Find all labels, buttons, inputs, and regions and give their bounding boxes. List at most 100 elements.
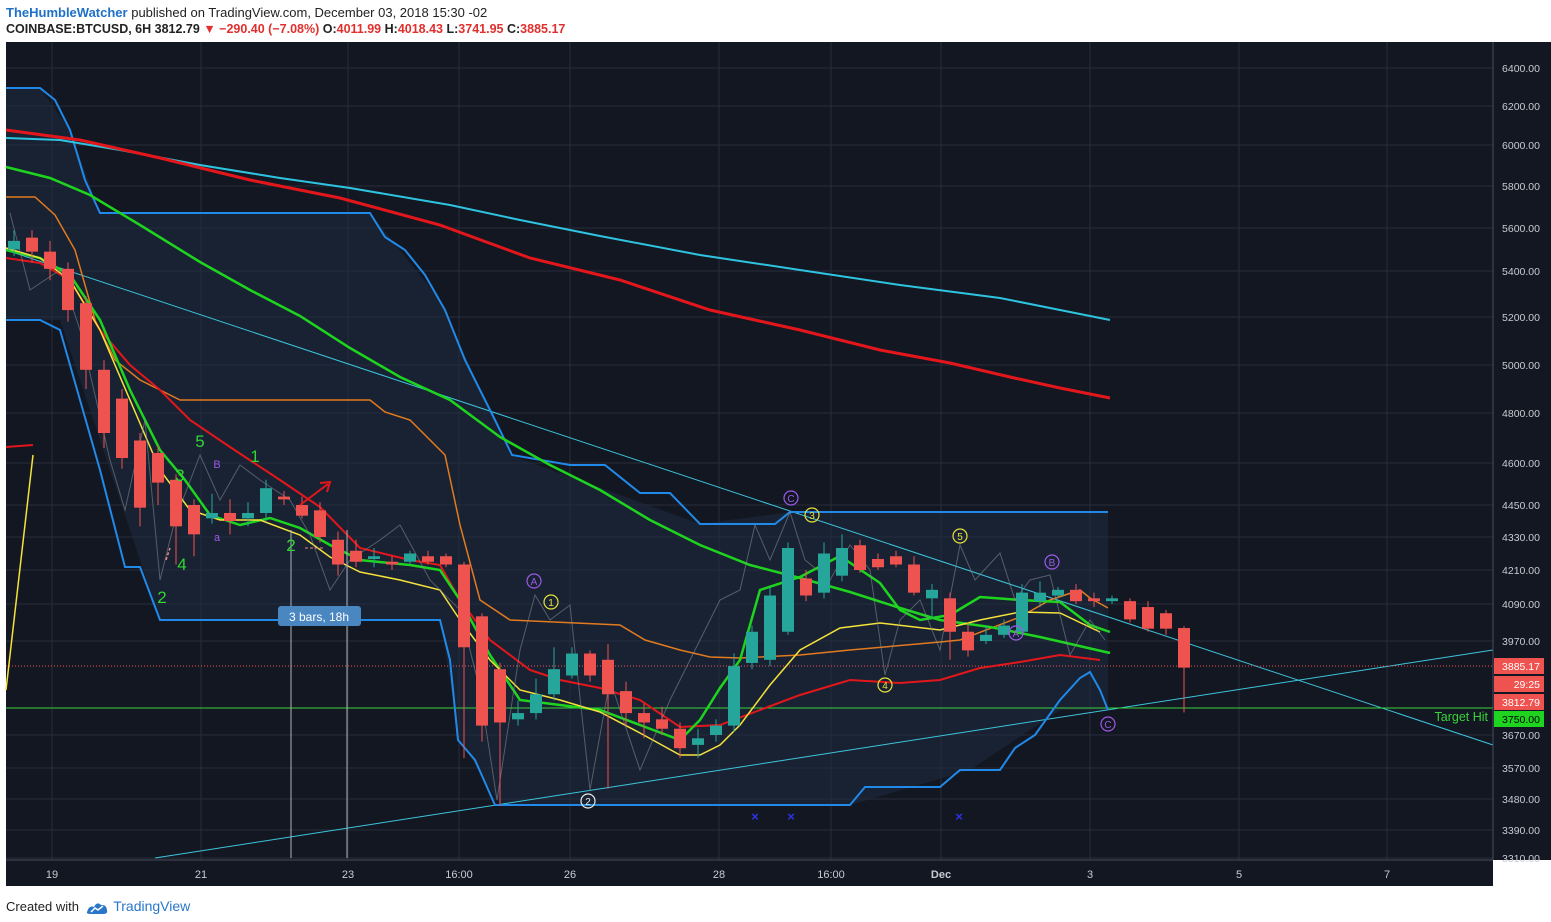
chart-header: TheHumbleWatcher published on TradingVie… (0, 0, 1551, 42)
wave-circle-C: C (787, 494, 794, 505)
time-tick-1: 21 (195, 869, 207, 881)
price-axis-ticks: 6400.00 6200.00 6000.00 5800.00 5600.00 5400.… (1502, 63, 1540, 865)
candle-32 (584, 650, 596, 682)
candle-26 (476, 613, 488, 742)
red-arrow-shaft (299, 483, 329, 506)
candle-62 (1124, 598, 1136, 623)
candle-23 (422, 550, 434, 565)
ema-red-left (5, 444, 34, 448)
candle-19 (350, 539, 362, 568)
price-tick-5: 5400.00 (1502, 266, 1540, 278)
candle-16 (296, 496, 308, 519)
wave-circle-5: 5 (957, 532, 963, 543)
low-label: L: (446, 22, 459, 36)
price-change: −290.40 (−7.08%) (219, 22, 320, 36)
wave-label-2b: 2 (286, 536, 295, 555)
ema-red-long (5, 128, 1111, 400)
candle-56 (1016, 584, 1028, 635)
candle-53 (962, 622, 974, 657)
candle-45 (818, 542, 830, 599)
time-tick-3: 16:00 (445, 869, 473, 881)
price-tick-14: 3970.00 (1502, 636, 1540, 648)
time-axis-ticks: 19 21 23 16:00 26 28 16:00 Dec 3 5 7 (46, 869, 1390, 881)
wave-circle-3-ring (804, 507, 820, 523)
tradingview-brand[interactable]: TradingView (113, 898, 191, 914)
candle-52 (944, 592, 956, 660)
price-label-bg-1 (1494, 676, 1544, 692)
candle-27 (494, 662, 506, 806)
candle-24 (440, 553, 452, 568)
candle-11 (206, 493, 218, 524)
ohlc-line: COINBASE:BTCUSD, 6H 3812.79 ▼ −290.40 (−… (6, 22, 565, 36)
close-label: C: (506, 22, 521, 36)
candle-7 (134, 433, 146, 527)
wave-label-1: 1 (250, 447, 259, 466)
publish-info: published on TradingView.com, December 0… (131, 5, 488, 20)
wave-circle-2: 2 (585, 797, 591, 808)
dashed-marker-2 (165, 547, 171, 561)
band-fill (6, 88, 1108, 805)
candle-34 (620, 681, 632, 726)
price-label-1: 29:25 (1514, 679, 1540, 691)
wave-label-B: B (213, 459, 220, 471)
candle-33 (602, 644, 614, 789)
price-label-bg-2 (1494, 694, 1544, 710)
candle-18 (332, 531, 344, 576)
high-value: 4018.43 (397, 22, 443, 36)
close-value: 3885.17 (520, 22, 566, 36)
wave-circle-4-ring (877, 677, 893, 693)
candle-4 (80, 296, 92, 389)
wave-zigzag (9, 212, 1106, 801)
candle-37 (674, 722, 686, 759)
price-tick-19: 3310.00 (1502, 853, 1540, 865)
created-with-text: Created with (6, 899, 79, 914)
measure-label-bg (278, 606, 361, 626)
candle-58 (1052, 587, 1064, 599)
candle-6 (116, 389, 128, 469)
candle-40 (728, 653, 740, 732)
time-tick-10: 7 (1384, 869, 1390, 881)
wave-label-4: 4 (177, 555, 186, 574)
candle-9 (170, 474, 182, 565)
candle-43 (782, 542, 794, 635)
down-arrow-icon: ▼ (203, 22, 216, 36)
target-hit-label: Target Hit (1435, 710, 1489, 724)
ema-green-long (5, 165, 1111, 655)
wave-label-2: 2 (157, 588, 166, 607)
ema-green-short (5, 248, 1111, 742)
candle-48 (872, 553, 884, 570)
author-name[interactable]: TheHumbleWatcher (6, 5, 128, 20)
wave-circle-1: 1 (548, 598, 554, 609)
tradingview-logo-icon (86, 902, 107, 914)
candle-42 (764, 587, 776, 667)
time-axis[interactable] (6, 860, 1493, 886)
indicator-overlays (5, 87, 1494, 859)
price-tick-10: 4450.00 (1502, 500, 1540, 512)
measure-label: 3 bars, 18h (289, 610, 349, 624)
candle-44 (800, 570, 812, 602)
high-label: H: (384, 22, 398, 36)
wave-label-5: 5 (195, 432, 204, 451)
wave-circle-1-ring (543, 594, 559, 610)
candle-5 (98, 360, 110, 448)
price-tick-17: 3480.00 (1502, 794, 1540, 806)
candle-25 (458, 561, 470, 759)
time-tick-2: 23 (342, 869, 354, 881)
candle-38 (692, 728, 704, 759)
price-label-2: 3812.79 (1502, 697, 1540, 709)
price-tick-12: 4210.00 (1502, 565, 1540, 577)
price-tick-2: 6000.00 (1502, 140, 1540, 152)
candle-55 (998, 619, 1010, 638)
wave-circle-A-ring (526, 573, 542, 589)
candle-49 (890, 550, 902, 568)
price-label-3: 3750.00 (1502, 714, 1540, 726)
candle-47 (854, 539, 866, 573)
wave-circle-C-ring (783, 490, 799, 506)
wave-circle-2-ring (580, 793, 596, 809)
price-label-bg-0 (1494, 658, 1544, 674)
price-tick-11: 4330.00 (1502, 532, 1540, 544)
time-tick-4: 26 (564, 869, 576, 881)
candle-51 (926, 584, 938, 620)
